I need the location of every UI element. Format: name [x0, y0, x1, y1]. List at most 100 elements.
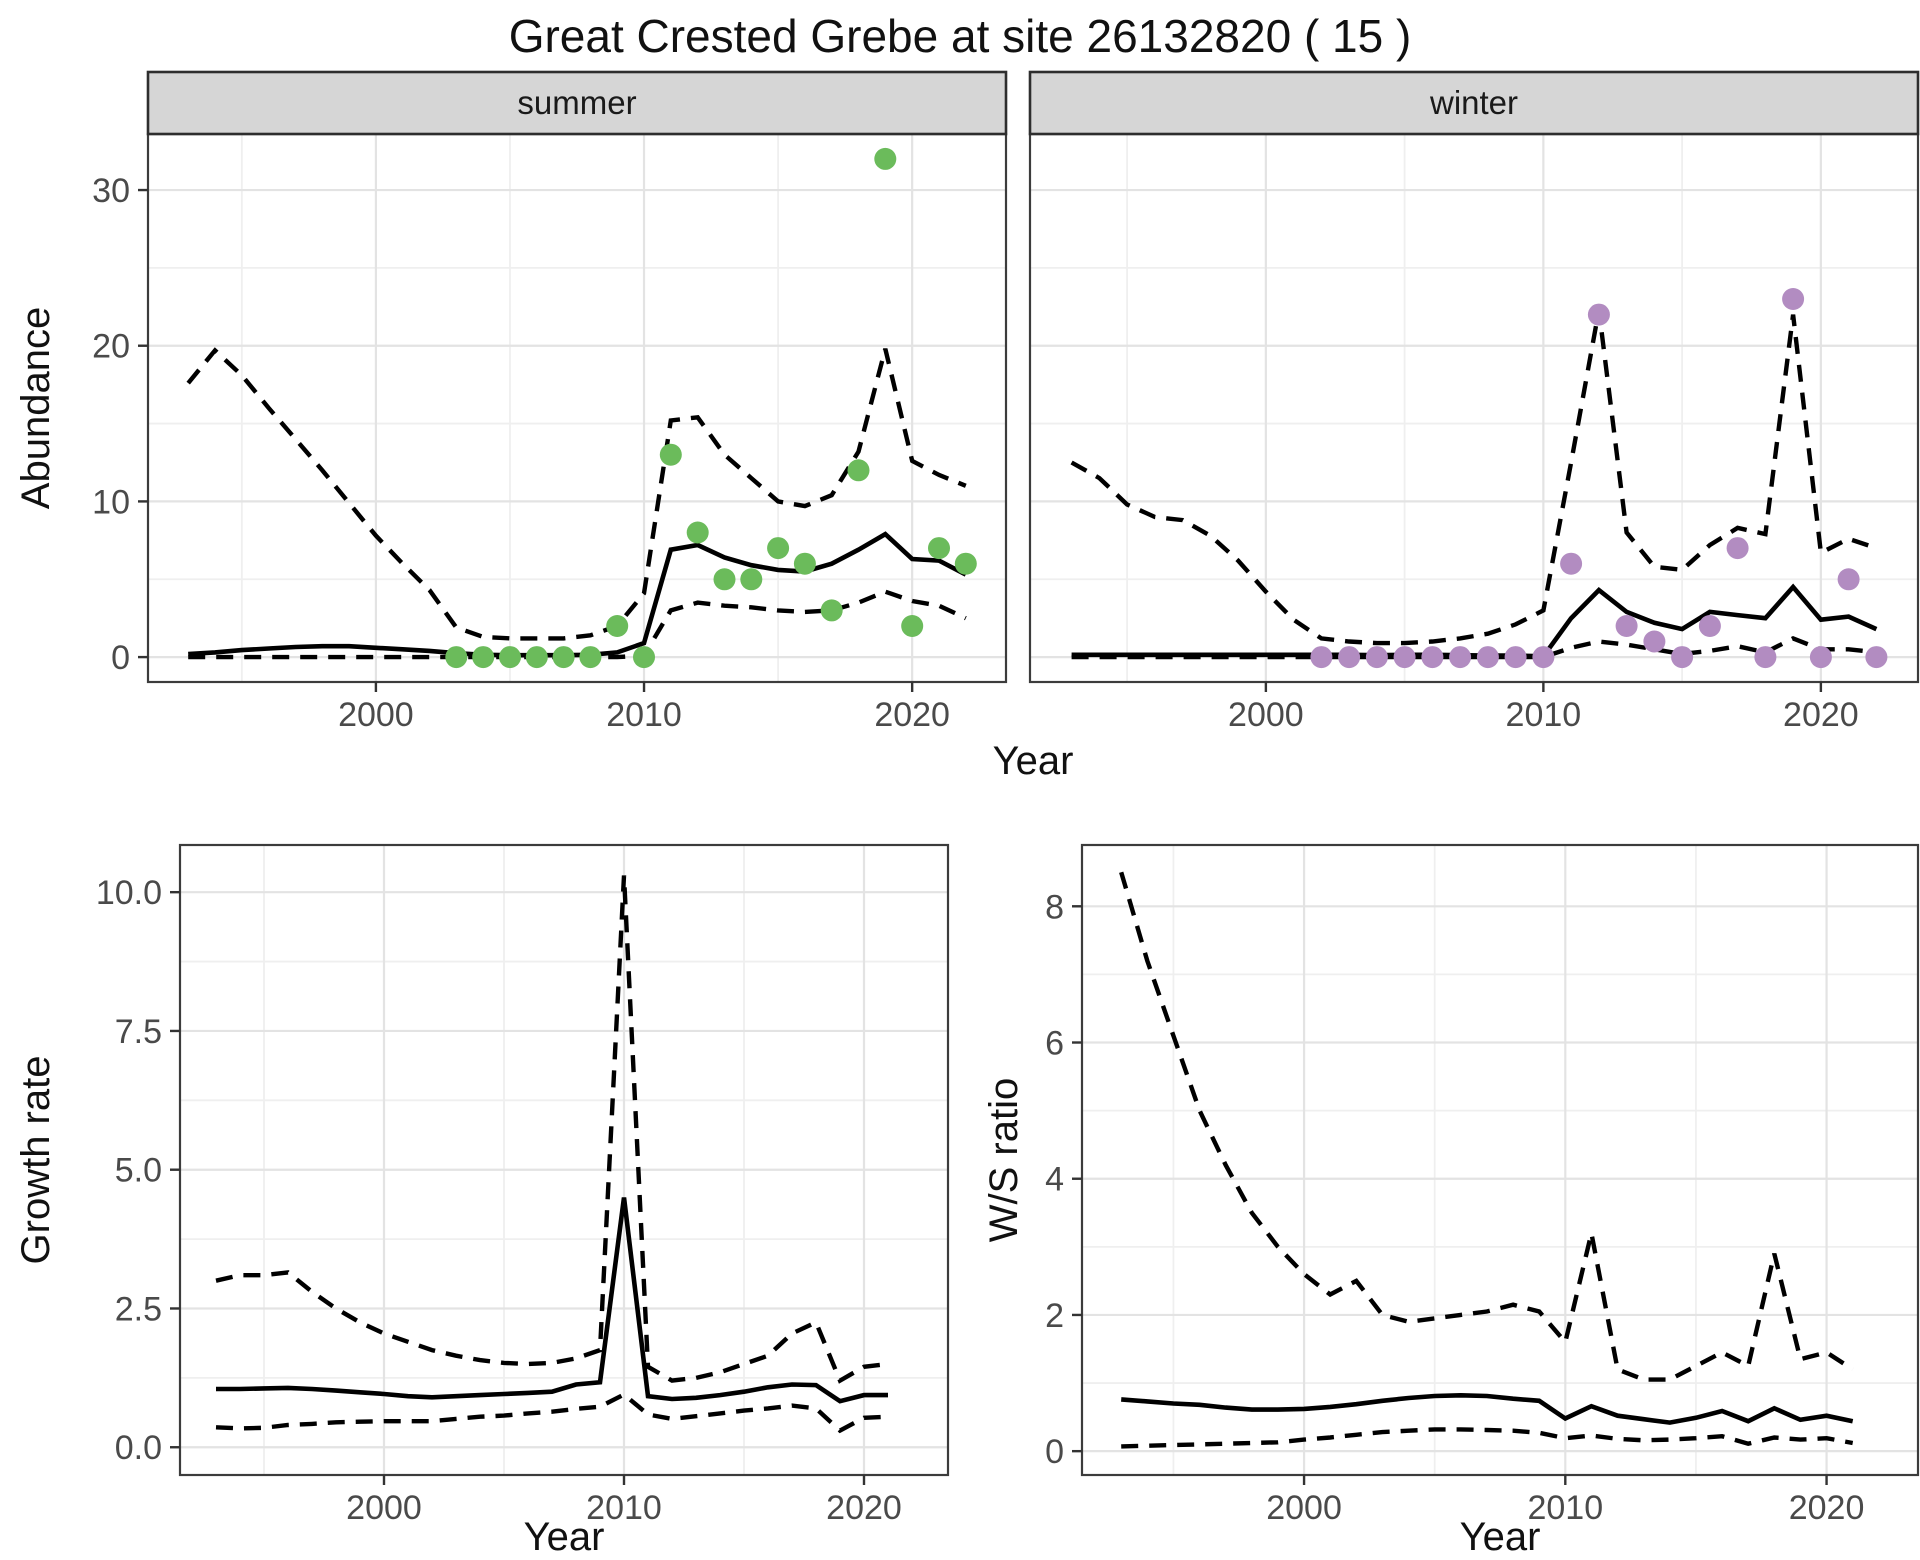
- line-median: [1121, 1392, 1854, 1425]
- x-tick-label: 2010: [1506, 696, 1582, 734]
- x-tick-label: 2010: [1527, 1489, 1603, 1527]
- observed-point-summer: [820, 599, 843, 622]
- x-tick-label: 2000: [338, 696, 414, 734]
- y-tick-label: 20: [92, 328, 130, 366]
- y-tick-label: 0.0: [115, 1429, 162, 1467]
- observed-point-winter: [1865, 646, 1888, 669]
- observed-point-winter: [1782, 288, 1805, 310]
- line-upper-ci: [215, 875, 889, 1384]
- x-axis-title-ws: Year: [1459, 1515, 1541, 1559]
- observed-point-winter: [1643, 630, 1666, 653]
- panel-abundance-summer: 2000 2010 2020 0 10 20 30: [92, 70, 1008, 734]
- observed-point-summer: [793, 552, 816, 575]
- observed-point-winter: [1615, 615, 1638, 637]
- line-median: [1071, 583, 1878, 659]
- x-tick-label: 2020: [826, 1489, 902, 1527]
- y-tick-label: 30: [92, 172, 130, 210]
- line-lower-ci: [1121, 1427, 1854, 1449]
- observed-point-summer: [525, 646, 548, 669]
- facet-strip: [146, 70, 1008, 136]
- observed-point-winter: [1809, 646, 1832, 669]
- x-tick-label: 2010: [586, 1489, 662, 1527]
- observed-point-winter: [1726, 537, 1749, 560]
- observed-point-summer: [928, 537, 950, 560]
- y-axis-title-abundance: Abundance: [14, 306, 58, 510]
- observed-point-summer: [686, 521, 709, 544]
- panel-background: [1082, 845, 1918, 1475]
- panel-ws-ratio: 2000 2010 2020 0 2 4 6 8: [1045, 843, 1920, 1527]
- facet-strip-label-summer: summer: [517, 84, 637, 121]
- observed-point-summer: [499, 646, 521, 669]
- line-upper-ci: [1070, 309, 1878, 646]
- observed-point-summer: [472, 646, 495, 669]
- observed-point-winter: [1532, 646, 1555, 669]
- panel-border: [1080, 843, 1920, 1477]
- observed-point-winter: [1837, 568, 1860, 591]
- observed-point-winter: [1449, 646, 1472, 669]
- observed-point-winter: [1698, 615, 1721, 637]
- y-tick-label: 7.5: [115, 1013, 162, 1051]
- observed-point-summer: [713, 568, 736, 591]
- observed-point-winter: [1421, 646, 1444, 669]
- y-tick-label: 8: [1045, 888, 1064, 926]
- panel-background: [148, 134, 1006, 682]
- observed-point-summer: [633, 646, 655, 669]
- y-axis-title-ws-ratio: W/S ratio: [982, 1077, 1026, 1243]
- observed-point-summer: [606, 615, 629, 637]
- y-tick-label: 2.5: [115, 1290, 162, 1328]
- facet-strip-label-winter: winter: [1429, 84, 1519, 121]
- x-axis-title-growth: Year: [523, 1515, 605, 1559]
- y-tick-label: 10: [92, 483, 130, 521]
- observed-point-winter: [1393, 646, 1416, 669]
- panel-abundance-winter: 2000 2010 2020: [1028, 70, 1920, 734]
- observed-point-summer: [552, 646, 575, 669]
- y-tick-label: 0: [111, 639, 130, 677]
- observed-point-summer: [874, 147, 897, 170]
- observed-point-winter: [1338, 646, 1361, 669]
- x-axis-title-top: Year: [992, 739, 1074, 783]
- observed-point-winter: [1504, 646, 1527, 669]
- x-tick-label: 2010: [606, 696, 682, 734]
- observed-point-winter: [1476, 646, 1499, 669]
- line-upper-ci: [1119, 871, 1854, 1382]
- observed-point-winter: [1310, 646, 1333, 669]
- observed-point-summer: [847, 459, 870, 482]
- chart-title: Great Crested Grebe at site 26132820 ( 1…: [508, 10, 1412, 62]
- panel-growth-rate: 2000 2010 2020 0.0 2.5 5.0 7.5 10.0: [96, 843, 950, 1527]
- line-median: [216, 1197, 888, 1404]
- y-tick-label: 4: [1045, 1161, 1064, 1199]
- y-tick-label: 10.0: [96, 874, 162, 912]
- y-tick-label: 5.0: [115, 1152, 162, 1190]
- line-upper-ci: [186, 347, 967, 641]
- observed-point-summer: [954, 552, 977, 575]
- observed-point-winter: [1587, 303, 1610, 326]
- y-tick-label: 6: [1045, 1025, 1064, 1063]
- panel-border: [178, 843, 950, 1477]
- x-tick-label: 2020: [874, 696, 950, 734]
- x-tick-label: 2000: [1228, 696, 1304, 734]
- panel-background: [1030, 134, 1918, 682]
- x-tick-label: 2020: [1783, 696, 1859, 734]
- line-lower-ci: [215, 1391, 889, 1434]
- observed-point-winter: [1365, 646, 1388, 669]
- observed-point-summer: [767, 537, 790, 560]
- y-axis-title-growth-rate: Growth rate: [14, 1055, 58, 1265]
- line-median: [188, 531, 967, 658]
- observed-point-winter: [1671, 646, 1694, 669]
- y-tick-label: 0: [1045, 1433, 1064, 1471]
- facet-strip: [1028, 70, 1920, 136]
- x-tick-label: 2020: [1789, 1489, 1865, 1527]
- observed-point-winter: [1560, 552, 1583, 575]
- observed-point-summer: [740, 568, 763, 591]
- x-tick-label: 2000: [346, 1489, 422, 1527]
- observed-point-winter: [1754, 646, 1777, 669]
- observed-point-summer: [579, 646, 602, 669]
- observed-point-summer: [445, 646, 468, 669]
- panel-background: [180, 845, 948, 1475]
- x-tick-label: 2000: [1266, 1489, 1342, 1527]
- observed-point-summer: [901, 615, 924, 637]
- y-tick-label: 2: [1045, 1297, 1064, 1335]
- observed-point-summer: [659, 443, 682, 466]
